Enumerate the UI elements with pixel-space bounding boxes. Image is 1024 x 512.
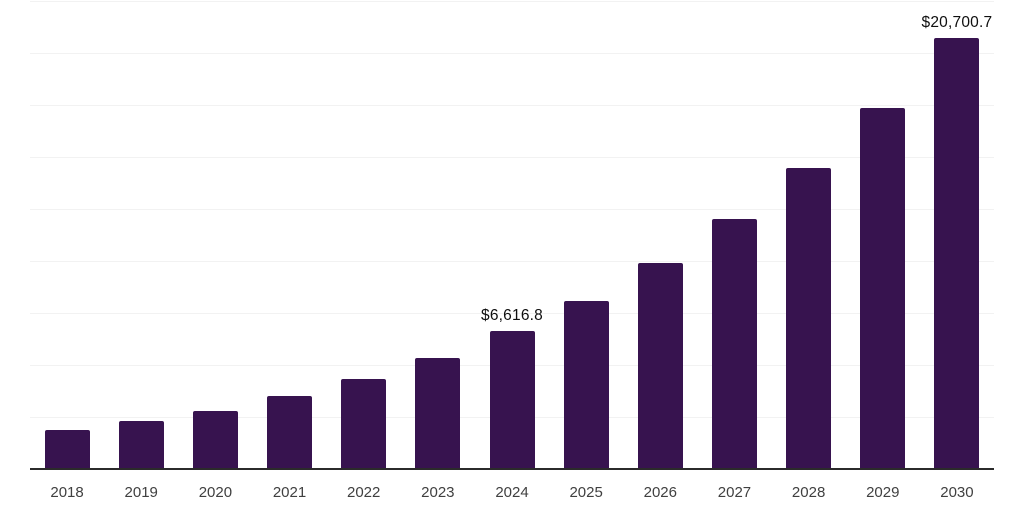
bar-2023 — [415, 357, 461, 469]
gridline-12500 — [30, 209, 994, 210]
value-label-2024: $6,616.8 — [481, 307, 543, 325]
x-axis-label-2020: 2020 — [198, 484, 233, 501]
bar-2021 — [267, 396, 313, 469]
gridline-22500 — [30, 1, 994, 2]
bar-2019 — [118, 420, 164, 469]
x-axis-label-2026: 2026 — [643, 484, 677, 501]
bar-2020 — [192, 410, 238, 469]
gridline-10000 — [30, 261, 994, 262]
gridline-15000 — [30, 157, 994, 158]
x-axis-label-2022: 2022 — [347, 484, 381, 501]
x-axis-label-2025: 2025 — [569, 484, 603, 501]
x-axis-label-2024: 2024 — [495, 484, 529, 501]
gridline-20000 — [30, 53, 994, 54]
plot-area: $6,616.8 $20,700.7 — [30, 0, 994, 470]
bar-2018 — [44, 430, 90, 469]
x-axis-label-2021: 2021 — [272, 484, 307, 501]
bar-2022 — [341, 378, 387, 469]
x-axis-label-2029: 2029 — [866, 484, 900, 501]
bar-2030 — [934, 38, 980, 469]
gridline-7500 — [30, 313, 994, 314]
x-axis-label-2030: 2030 — [940, 484, 974, 501]
x-axis-label-2018: 2018 — [50, 484, 84, 501]
bar-2029 — [860, 107, 906, 469]
bar-2026 — [637, 262, 683, 469]
gridline-17500 — [30, 105, 994, 106]
bar-2024 — [489, 331, 535, 469]
bar-2028 — [786, 167, 832, 469]
value-label-2030: $20,700.7 — [921, 14, 993, 32]
x-axis-label-2027: 2027 — [717, 484, 752, 501]
x-axis-label-2028: 2028 — [791, 484, 826, 501]
x-axis-label-2019: 2019 — [124, 484, 158, 501]
bar-2025 — [563, 300, 609, 469]
bar-2027 — [711, 219, 757, 469]
x-axis-label-2023: 2023 — [421, 484, 455, 501]
x-axis-line — [30, 468, 994, 470]
